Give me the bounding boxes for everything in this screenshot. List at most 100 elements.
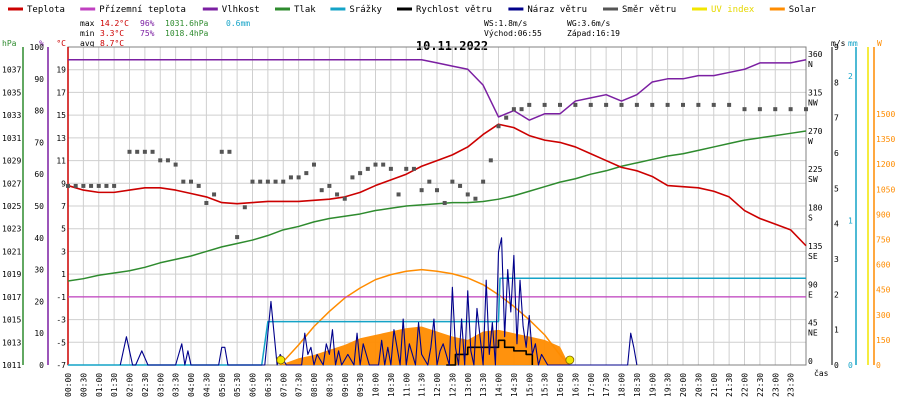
winddir-point bbox=[342, 196, 347, 201]
windspeed-tick-8: 1 bbox=[834, 326, 839, 335]
winddir-point bbox=[488, 158, 493, 163]
solar-tick-9: 150 bbox=[876, 336, 891, 345]
humidity-tick-0: 100 bbox=[30, 43, 45, 52]
winddir-point bbox=[358, 171, 363, 176]
winddir-point bbox=[542, 102, 547, 107]
winddir-point bbox=[66, 183, 70, 188]
winddir-point bbox=[381, 162, 386, 167]
winddir-point bbox=[273, 179, 278, 184]
legend-label-2: Vlhkost bbox=[222, 5, 260, 15]
sun-marker-1 bbox=[565, 355, 575, 365]
x-tick-4: 02:00 bbox=[126, 373, 135, 397]
winddir-point bbox=[619, 102, 624, 107]
winddir-point bbox=[788, 107, 793, 112]
winddir-point bbox=[519, 107, 524, 112]
x-tick-21: 10:30 bbox=[387, 373, 396, 397]
winddir-point bbox=[496, 124, 501, 129]
winddir-point bbox=[296, 175, 301, 180]
winddir-point bbox=[742, 107, 747, 112]
stat-temp-2: 8.7°C bbox=[100, 39, 124, 48]
solar-tick-4: 900 bbox=[876, 210, 891, 219]
winddir-point bbox=[89, 183, 94, 188]
x-tick-19: 09:30 bbox=[356, 373, 365, 397]
legend-label-6: Náraz větru bbox=[527, 5, 587, 15]
winddir-point bbox=[189, 179, 193, 184]
winddir-point bbox=[312, 162, 316, 167]
winddir-point bbox=[411, 166, 416, 171]
stat-temp-0: 14.2°C bbox=[100, 19, 129, 28]
winddir-label-6: E bbox=[808, 290, 813, 299]
winddir-point bbox=[242, 205, 247, 210]
pressure-tick-0: 1037 bbox=[2, 66, 21, 75]
sun-marker-0 bbox=[276, 355, 286, 365]
winddir-point bbox=[773, 107, 778, 112]
x-tick-33: 16:30 bbox=[571, 373, 580, 397]
x-tick-41: 20:30 bbox=[694, 373, 703, 397]
pressure-tick-13: 1011 bbox=[2, 361, 21, 370]
humidity-tick-9: 10 bbox=[34, 329, 44, 338]
solar-tick-0: 1500 bbox=[876, 110, 895, 119]
windspeed-tick-4: 5 bbox=[834, 184, 839, 193]
windspeed-tick-7: 2 bbox=[834, 290, 839, 299]
winddir-point bbox=[481, 179, 486, 184]
winddir-point bbox=[696, 102, 701, 107]
winddir-point bbox=[573, 102, 578, 107]
x-tick-26: 13:00 bbox=[464, 373, 473, 397]
winddir-tick-6: 90 bbox=[808, 280, 818, 289]
winddir-point bbox=[265, 179, 270, 184]
winddir-point bbox=[450, 179, 455, 184]
winddir-point bbox=[135, 149, 140, 154]
x-tick-35: 17:30 bbox=[602, 373, 611, 397]
winddir-point bbox=[204, 200, 209, 205]
x-tick-31: 15:30 bbox=[541, 373, 550, 397]
stat-press-1: 1018.4hPa bbox=[165, 29, 209, 38]
temperature-tick-0: 19 bbox=[56, 66, 66, 75]
humidity-tick-1: 90 bbox=[34, 75, 44, 84]
x-tick-36: 18:00 bbox=[618, 373, 627, 397]
winddir-point bbox=[127, 149, 132, 154]
winddir-point bbox=[527, 102, 532, 107]
winddir-point bbox=[196, 183, 201, 188]
x-tick-28: 14:00 bbox=[495, 373, 504, 397]
winddir-label-2: W bbox=[808, 137, 813, 146]
winddir-point bbox=[604, 102, 609, 107]
humidity-tick-2: 80 bbox=[34, 107, 44, 116]
winddir-point bbox=[112, 183, 117, 188]
pressure-tick-6: 1025 bbox=[2, 202, 21, 211]
pressure-tick-2: 1033 bbox=[2, 111, 21, 120]
x-unit: čas bbox=[814, 368, 829, 378]
pressure-tick-3: 1031 bbox=[2, 134, 21, 143]
winddir-point bbox=[588, 102, 593, 107]
humidity-tick-8: 20 bbox=[34, 297, 44, 306]
legend-label-0: Teplota bbox=[27, 5, 65, 15]
winddir-point bbox=[634, 102, 639, 107]
x-tick-42: 21:00 bbox=[710, 373, 719, 397]
windspeed-unit: m/s bbox=[831, 39, 846, 48]
solar-tick-10: 0 bbox=[876, 361, 881, 370]
temperature-unit: °C bbox=[56, 39, 66, 48]
winddir-point bbox=[465, 192, 470, 197]
legend-label-9: Solar bbox=[789, 5, 817, 15]
winddir-point bbox=[388, 166, 393, 171]
stat-hum-1: 75% bbox=[140, 29, 155, 38]
stat-label-2: avg bbox=[80, 39, 95, 48]
winddir-point bbox=[665, 102, 670, 107]
winddir-point bbox=[427, 179, 432, 184]
solar-tick-5: 750 bbox=[876, 235, 891, 244]
stat-label-0: max bbox=[80, 19, 95, 28]
winddir-point bbox=[804, 107, 808, 112]
stat-press-0: 1031.6hPa bbox=[165, 19, 209, 28]
winddir-tick-0: 360 bbox=[808, 50, 823, 59]
x-tick-5: 02:30 bbox=[141, 373, 150, 397]
x-tick-15: 07:30 bbox=[295, 373, 304, 397]
winddir-point bbox=[327, 183, 332, 188]
x-tick-3: 01:30 bbox=[110, 373, 119, 397]
x-tick-24: 12:00 bbox=[433, 373, 442, 397]
temperature-tick-3: 13 bbox=[56, 134, 66, 143]
winddir-point bbox=[404, 166, 409, 171]
legend-label-7: Směr větru bbox=[622, 5, 676, 15]
pressure-tick-9: 1019 bbox=[2, 270, 21, 279]
temperature-tick-1: 17 bbox=[56, 88, 66, 97]
